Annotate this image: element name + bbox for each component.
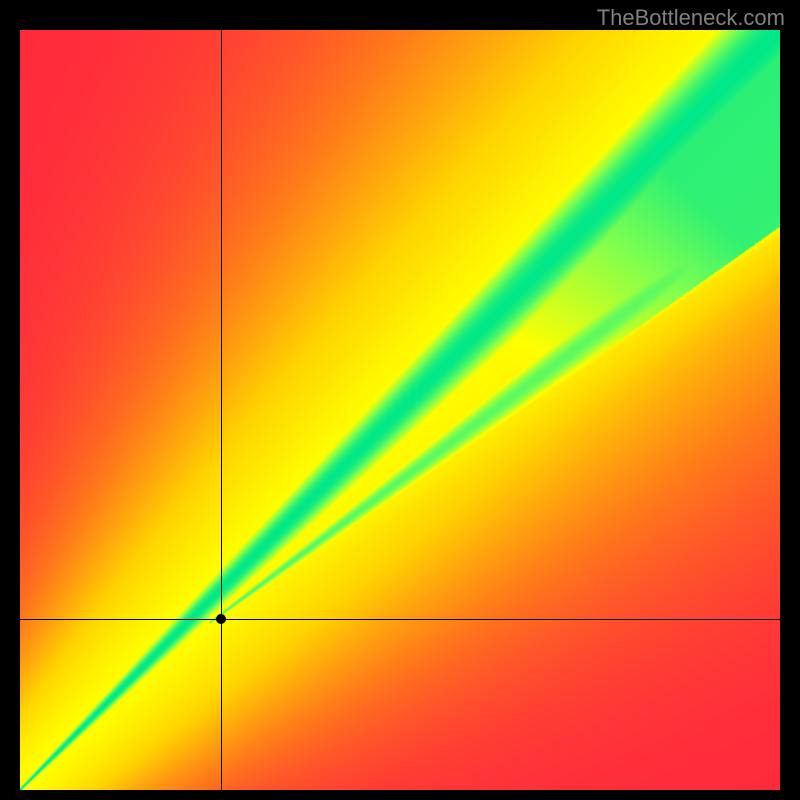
watermark-text: TheBottleneck.com [597, 5, 785, 31]
crosshair-horizontal [20, 619, 780, 620]
crosshair-vertical [221, 30, 222, 790]
heatmap-canvas [20, 30, 780, 790]
data-point-marker [216, 614, 226, 624]
chart-container: TheBottleneck.com [0, 0, 800, 800]
heatmap-chart [20, 30, 780, 790]
